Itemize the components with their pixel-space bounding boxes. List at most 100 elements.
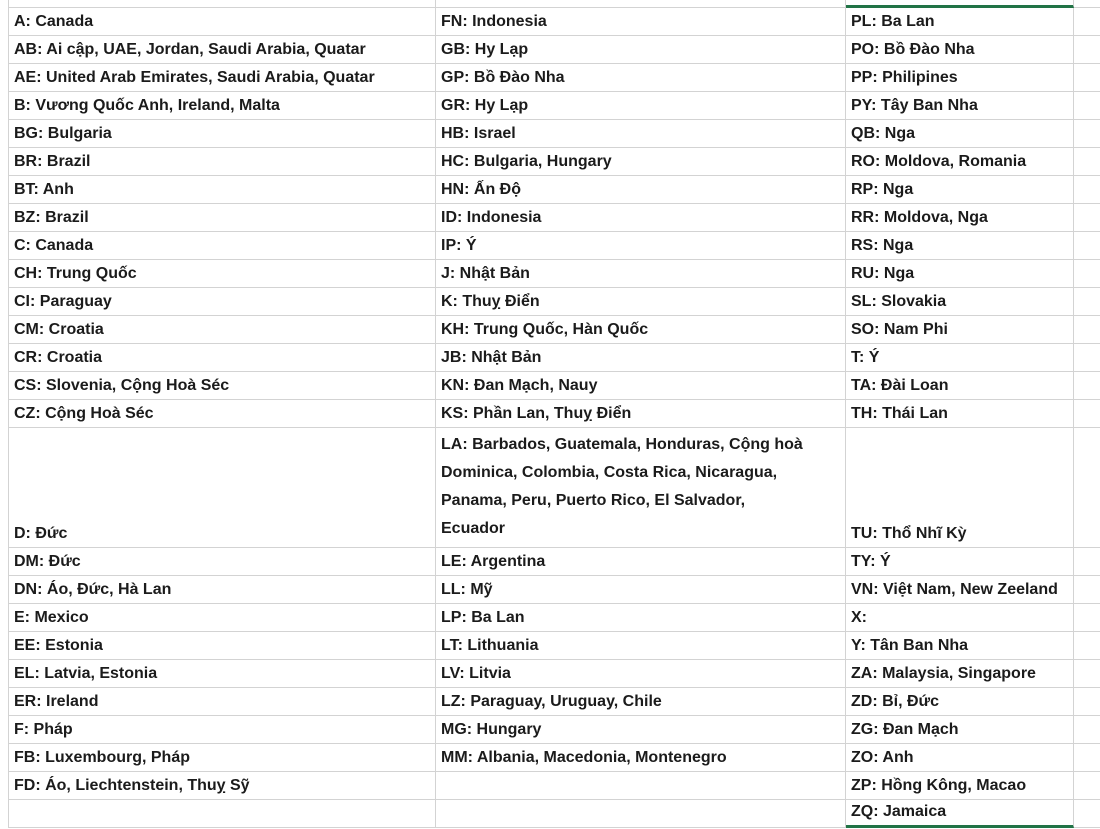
cell-r6c1[interactable]: BR: Brazil	[9, 148, 436, 176]
cell-r4c3[interactable]: PY: Tây Ban Nha	[846, 92, 1074, 120]
cell-r1c3[interactable]: PL: Ba Lan	[846, 8, 1074, 36]
cell-r13c2[interactable]: JB: Nhật Bản	[436, 344, 846, 372]
cell-r15c4[interactable]	[1074, 400, 1100, 428]
cell-r16c1[interactable]: D: Đức	[9, 428, 436, 548]
cell-r10c1[interactable]: CH: Trung Quốc	[9, 260, 436, 288]
cell-r21c3[interactable]: ZA: Malaysia, Singapore	[846, 660, 1074, 688]
cell-r12c4[interactable]	[1074, 316, 1100, 344]
cell-r20c2[interactable]: LT: Lithuania	[436, 632, 846, 660]
cell-r1c1[interactable]: A: Canada	[9, 8, 436, 36]
cell-r7c4[interactable]	[1074, 176, 1100, 204]
cell-r14c3[interactable]: TA: Đài Loan	[846, 372, 1074, 400]
cell-r4c1[interactable]: B: Vương Quốc Anh, Ireland, Malta	[9, 92, 436, 120]
cell-r23c2[interactable]: MG: Hungary	[436, 716, 846, 744]
empty-cell[interactable]	[1074, 0, 1100, 8]
cell-r14c1[interactable]: CS: Slovenia, Cộng Hoà Séc	[9, 372, 436, 400]
cell-r21c2[interactable]: LV: Litvia	[436, 660, 846, 688]
cell-r5c3[interactable]: QB: Nga	[846, 120, 1074, 148]
cell-r3c1[interactable]: AE: United Arab Emirates, Saudi Arabia, …	[9, 64, 436, 92]
cell-r20c3[interactable]: Y: Tân Ban Nha	[846, 632, 1074, 660]
cell-r3c3[interactable]: PP: Philipines	[846, 64, 1074, 92]
cell-r25c2[interactable]	[436, 772, 846, 800]
cell-r12c1[interactable]: CM: Croatia	[9, 316, 436, 344]
cell-r20c4[interactable]	[1074, 632, 1100, 660]
cell-r18c2[interactable]: LL: Mỹ	[436, 576, 846, 604]
cell-r2c3[interactable]: PO: Bồ Đào Nha	[846, 36, 1074, 64]
cell-r17c3[interactable]: TY: Ý	[846, 548, 1074, 576]
cell-r13c4[interactable]	[1074, 344, 1100, 372]
cell-r22c2[interactable]: LZ: Paraguay, Uruguay, Chile	[436, 688, 846, 716]
cell-r21c4[interactable]	[1074, 660, 1100, 688]
cell-r10c3[interactable]: RU: Nga	[846, 260, 1074, 288]
cell-r23c1[interactable]: F: Pháp	[9, 716, 436, 744]
cell-r9c3[interactable]: RS: Nga	[846, 232, 1074, 260]
cell-r13c1[interactable]: CR: Croatia	[9, 344, 436, 372]
cell-r26c3[interactable]: ZQ: Jamaica	[846, 800, 1074, 828]
cell-r16c2[interactable]: LA: Barbados, Guatemala, Honduras, Cộng …	[436, 428, 846, 548]
cell-r24c4[interactable]	[1074, 744, 1100, 772]
cell-r9c2[interactable]: IP: Ý	[436, 232, 846, 260]
cell-r16c4[interactable]	[1074, 428, 1100, 548]
cell-r5c2[interactable]: HB: Israel	[436, 120, 846, 148]
cell-r11c2[interactable]: K: Thuỵ Điển	[436, 288, 846, 316]
selection-top-border-cell[interactable]	[846, 0, 1074, 8]
cell-r17c4[interactable]	[1074, 548, 1100, 576]
cell-r24c2[interactable]: MM: Albania, Macedonia, Montenegro	[436, 744, 846, 772]
cell-r10c4[interactable]	[1074, 260, 1100, 288]
cell-r1c2[interactable]: FN: Indonesia	[436, 8, 846, 36]
cell-r1c4[interactable]	[1074, 8, 1100, 36]
cell-r19c4[interactable]	[1074, 604, 1100, 632]
cell-r8c3[interactable]: RR: Moldova, Nga	[846, 204, 1074, 232]
cell-r11c1[interactable]: CI: Paraguay	[9, 288, 436, 316]
cell-r18c4[interactable]	[1074, 576, 1100, 604]
cell-r7c3[interactable]: RP: Nga	[846, 176, 1074, 204]
cell-r17c2[interactable]: LE: Argentina	[436, 548, 846, 576]
empty-cell[interactable]	[9, 0, 436, 8]
cell-r2c4[interactable]	[1074, 36, 1100, 64]
cell-r14c4[interactable]	[1074, 372, 1100, 400]
cell-r3c2[interactable]: GP: Bồ Đào Nha	[436, 64, 846, 92]
cell-r4c4[interactable]	[1074, 92, 1100, 120]
cell-r8c1[interactable]: BZ: Brazil	[9, 204, 436, 232]
cell-r12c3[interactable]: SO: Nam Phi	[846, 316, 1074, 344]
cell-r23c3[interactable]: ZG: Đan Mạch	[846, 716, 1074, 744]
cell-r20c1[interactable]: EE: Estonia	[9, 632, 436, 660]
cell-r6c4[interactable]	[1074, 148, 1100, 176]
cell-r22c4[interactable]	[1074, 688, 1100, 716]
cell-r11c3[interactable]: SL: Slovakia	[846, 288, 1074, 316]
cell-r25c4[interactable]	[1074, 772, 1100, 800]
cell-r7c2[interactable]: HN: Ấn Độ	[436, 176, 846, 204]
cell-r26c4[interactable]	[1074, 800, 1100, 828]
cell-r22c1[interactable]: ER: Ireland	[9, 688, 436, 716]
cell-r15c1[interactable]: CZ: Cộng Hoà Séc	[9, 400, 436, 428]
cell-r24c1[interactable]: FB: Luxembourg, Pháp	[9, 744, 436, 772]
cell-r26c1[interactable]	[9, 800, 436, 828]
cell-r19c2[interactable]: LP: Ba Lan	[436, 604, 846, 632]
cell-r9c1[interactable]: C: Canada	[9, 232, 436, 260]
cell-r21c1[interactable]: EL: Latvia, Estonia	[9, 660, 436, 688]
cell-r15c3[interactable]: TH: Thái Lan	[846, 400, 1074, 428]
cell-r2c1[interactable]: AB: Ai cập, UAE, Jordan, Saudi Arabia, Q…	[9, 36, 436, 64]
cell-r5c4[interactable]	[1074, 120, 1100, 148]
cell-r12c2[interactable]: KH: Trung Quốc, Hàn Quốc	[436, 316, 846, 344]
cell-r7c1[interactable]: BT: Anh	[9, 176, 436, 204]
cell-r22c3[interactable]: ZD: Bỉ, Đức	[846, 688, 1074, 716]
cell-r24c3[interactable]: ZO: Anh	[846, 744, 1074, 772]
cell-r9c4[interactable]	[1074, 232, 1100, 260]
cell-r16c3[interactable]: TU: Thổ Nhĩ Kỳ	[846, 428, 1074, 548]
cell-r26c2[interactable]	[436, 800, 846, 828]
cell-r25c1[interactable]: FD: Áo, Liechtenstein, Thuỵ Sỹ	[9, 772, 436, 800]
cell-r18c3[interactable]: VN: Việt Nam, New Zeeland	[846, 576, 1074, 604]
cell-r8c2[interactable]: ID: Indonesia	[436, 204, 846, 232]
cell-r17c1[interactable]: DM: Đức	[9, 548, 436, 576]
cell-r19c3[interactable]: X:	[846, 604, 1074, 632]
cell-r13c3[interactable]: T: Ý	[846, 344, 1074, 372]
cell-r2c2[interactable]: GB: Hy Lạp	[436, 36, 846, 64]
cell-r15c2[interactable]: KS: Phần Lan, Thuỵ Điển	[436, 400, 846, 428]
cell-r4c2[interactable]: GR: Hy Lạp	[436, 92, 846, 120]
cell-r14c2[interactable]: KN: Đan Mạch, Nauy	[436, 372, 846, 400]
cell-r11c4[interactable]	[1074, 288, 1100, 316]
cell-r19c1[interactable]: E: Mexico	[9, 604, 436, 632]
cell-r25c3[interactable]: ZP: Hồng Kông, Macao	[846, 772, 1074, 800]
cell-r8c4[interactable]	[1074, 204, 1100, 232]
